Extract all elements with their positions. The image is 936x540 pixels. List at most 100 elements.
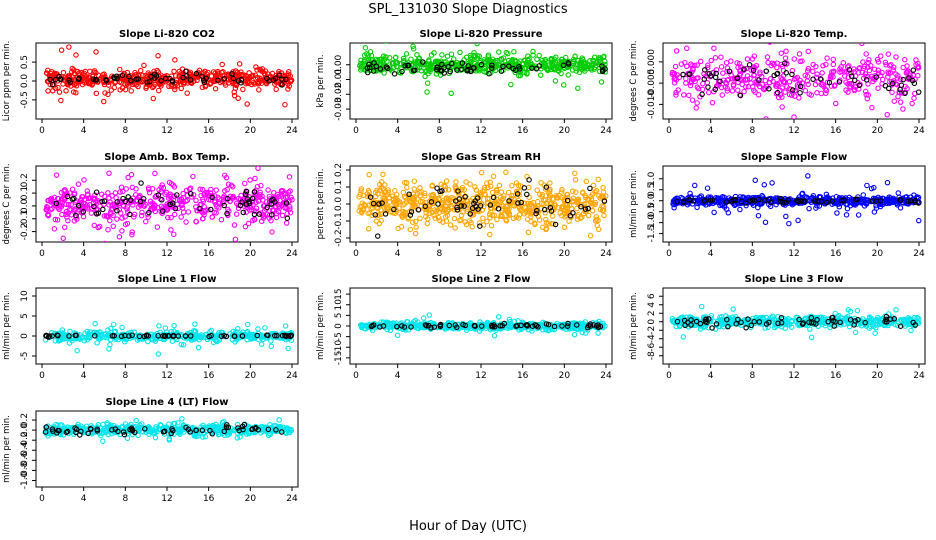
data-point [435, 201, 441, 207]
data-point [428, 63, 434, 69]
x-tick-label: 12 [161, 126, 172, 136]
data-point [546, 192, 553, 198]
y-tick-label: -5 [334, 332, 344, 341]
y-tick-label: 2 [647, 310, 657, 316]
data-point [137, 198, 144, 205]
data-point [367, 49, 374, 55]
series-hourly-slopes [368, 320, 604, 331]
data-point [122, 198, 129, 205]
data-point [673, 89, 679, 96]
y-tick-label: -0.1 [334, 212, 344, 230]
data-point [399, 323, 405, 329]
data-point [223, 333, 230, 340]
data-point [683, 80, 689, 86]
data-point [198, 334, 205, 341]
data-point [231, 333, 238, 339]
data-point [451, 215, 458, 222]
data-point [539, 191, 546, 198]
data-point [674, 195, 681, 202]
data-point [488, 322, 495, 329]
data-point [415, 207, 422, 213]
data-point [674, 198, 680, 205]
data-point [389, 60, 396, 66]
panel-4: Slope Amb. Box Temp.degrees C per min.0 4… [2, 152, 299, 259]
data-point [218, 329, 225, 336]
figure-x-axis-label: Hour of Day (UTC) [409, 519, 527, 534]
data-point [105, 190, 111, 196]
data-point [498, 189, 505, 195]
data-point [818, 198, 825, 205]
data-point [152, 170, 158, 177]
x-tick-label: 16 [517, 126, 529, 136]
data-point [459, 66, 465, 72]
data-point [783, 70, 790, 76]
data-point [221, 193, 228, 199]
data-point [215, 77, 221, 83]
data-point [595, 176, 602, 183]
data-point [425, 70, 431, 77]
data-point [172, 205, 179, 212]
data-point [778, 198, 784, 205]
data-point [526, 56, 532, 62]
data-point [162, 75, 169, 82]
data-point [192, 328, 199, 335]
data-point [472, 184, 478, 190]
data-point [58, 47, 65, 53]
data-point [734, 75, 740, 81]
data-point [264, 332, 270, 338]
data-point [417, 215, 423, 222]
data-point [66, 77, 72, 83]
data-point [823, 87, 830, 94]
data-point [732, 197, 738, 204]
data-point [826, 79, 833, 86]
data-point [139, 72, 146, 79]
data-point [190, 173, 196, 180]
data-point [599, 68, 606, 75]
data-point [726, 68, 733, 75]
y-tick-label: -0.2 [334, 229, 344, 247]
panel-y-axis-label: ml/min per min. [629, 170, 639, 238]
data-point [382, 211, 389, 217]
data-point [62, 187, 68, 193]
data-point [231, 92, 238, 99]
data-point [404, 184, 410, 191]
y-tick-label: 0 [334, 323, 344, 329]
data-point [423, 62, 429, 68]
x-tick-label: 24 [286, 249, 298, 259]
data-point [69, 65, 76, 72]
data-point [79, 193, 85, 200]
data-point [64, 193, 71, 200]
data-point [428, 199, 435, 205]
data-point [529, 323, 536, 329]
data-point [532, 221, 538, 228]
data-point [254, 332, 261, 339]
data-point [818, 90, 825, 97]
x-tick-label: 20 [559, 371, 571, 381]
data-point [276, 68, 282, 75]
data-point [74, 347, 80, 354]
data-point [46, 333, 53, 339]
data-point [366, 64, 373, 71]
data-point [886, 62, 893, 69]
data-point [673, 92, 679, 98]
data-point [712, 55, 719, 61]
data-point [836, 79, 843, 85]
data-point [146, 209, 152, 216]
data-point [118, 333, 125, 340]
data-point [61, 196, 68, 203]
x-tick-label: 24 [600, 126, 612, 136]
data-point [783, 48, 789, 55]
data-point [119, 215, 125, 221]
data-point [831, 83, 838, 89]
data-point [900, 76, 906, 83]
data-point [196, 67, 203, 74]
data-point [93, 49, 99, 55]
data-point [405, 62, 412, 69]
data-point [439, 68, 445, 74]
data-point [66, 74, 73, 80]
data-point [231, 222, 238, 228]
data-point [856, 65, 862, 72]
data-point [124, 206, 130, 212]
data-point [506, 198, 512, 204]
data-point [288, 77, 295, 84]
